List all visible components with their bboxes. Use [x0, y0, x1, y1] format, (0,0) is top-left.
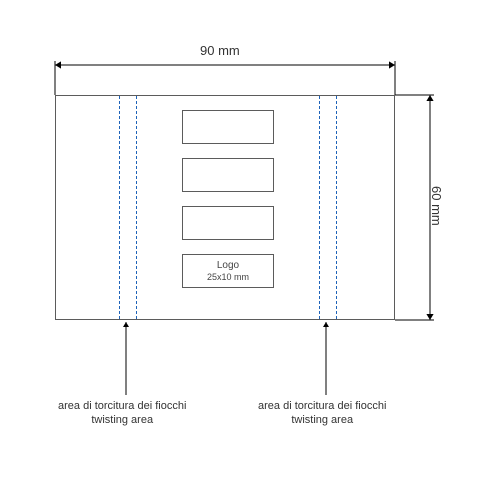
- logo-slot-label: Logo: [217, 260, 239, 272]
- diagram-stage: 90 mm 60 mm area di torcitura dei fiocch…: [0, 0, 500, 500]
- logo-slot-size: 25x10 mm: [207, 272, 249, 282]
- content-slot: [182, 158, 274, 192]
- content-slot: [182, 110, 274, 144]
- content-slot: [182, 206, 274, 240]
- dimension-lines: [0, 0, 500, 500]
- logo-slot: Logo25x10 mm: [182, 254, 274, 288]
